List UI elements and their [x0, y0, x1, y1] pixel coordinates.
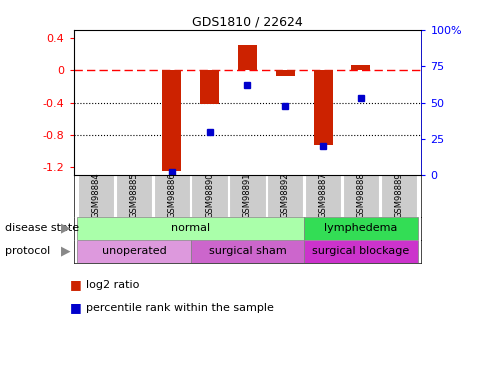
Bar — [267, 176, 303, 217]
Bar — [381, 176, 417, 217]
Bar — [162, 70, 181, 171]
Bar — [191, 240, 304, 262]
Bar — [305, 176, 341, 217]
Bar — [77, 240, 191, 262]
Bar — [238, 45, 257, 70]
Text: surgical blockage: surgical blockage — [312, 246, 410, 256]
Bar — [304, 240, 417, 262]
Text: surgical sham: surgical sham — [209, 246, 286, 256]
Bar — [192, 176, 228, 217]
Text: ■: ■ — [70, 301, 82, 314]
Text: GSM98884: GSM98884 — [92, 172, 100, 218]
Text: GSM98892: GSM98892 — [281, 172, 290, 218]
Bar — [343, 176, 379, 217]
Text: GSM98885: GSM98885 — [129, 172, 139, 218]
Bar — [78, 176, 114, 217]
Text: GSM98886: GSM98886 — [167, 172, 176, 218]
Bar — [77, 217, 304, 240]
Text: ▶: ▶ — [61, 222, 71, 235]
Bar — [314, 70, 333, 145]
Text: ■: ■ — [70, 279, 82, 291]
Text: GSM98889: GSM98889 — [394, 172, 403, 218]
Text: disease state: disease state — [5, 223, 79, 233]
Text: lymphedema: lymphedema — [324, 223, 397, 233]
Bar — [351, 65, 370, 70]
Bar — [276, 70, 294, 76]
Text: protocol: protocol — [5, 246, 50, 256]
Text: ▶: ▶ — [61, 244, 71, 258]
Text: log2 ratio: log2 ratio — [86, 280, 139, 290]
Bar — [229, 176, 266, 217]
Bar — [154, 176, 190, 217]
Text: GSM98887: GSM98887 — [318, 172, 328, 218]
Text: GSM98888: GSM98888 — [356, 172, 366, 218]
Bar — [116, 176, 152, 217]
Text: GSM98890: GSM98890 — [205, 172, 214, 218]
Text: GSM98891: GSM98891 — [243, 172, 252, 218]
Bar — [304, 217, 417, 240]
Text: percentile rank within the sample: percentile rank within the sample — [86, 303, 273, 312]
Text: unoperated: unoperated — [101, 246, 167, 256]
Bar — [200, 70, 219, 104]
Text: normal: normal — [171, 223, 210, 233]
Title: GDS1810 / 22624: GDS1810 / 22624 — [192, 16, 303, 29]
